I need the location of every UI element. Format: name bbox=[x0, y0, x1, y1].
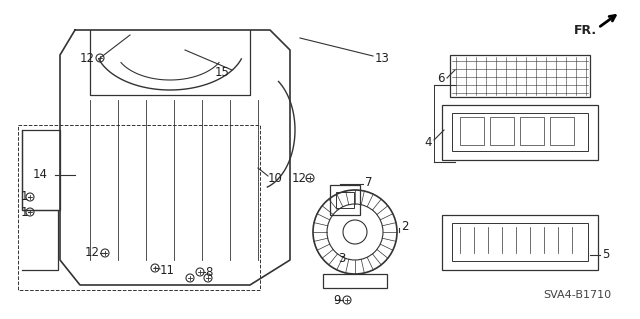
Text: 11: 11 bbox=[160, 263, 175, 277]
Bar bbox=[550, 117, 574, 145]
Bar bbox=[336, 192, 354, 208]
Bar bbox=[460, 117, 484, 145]
Text: 4: 4 bbox=[424, 136, 432, 149]
Bar bbox=[330, 185, 360, 215]
Text: 15: 15 bbox=[215, 65, 230, 78]
Text: 12: 12 bbox=[85, 247, 100, 259]
Text: 10: 10 bbox=[268, 172, 283, 184]
Text: 7: 7 bbox=[365, 175, 372, 189]
Text: 13: 13 bbox=[375, 51, 390, 64]
Bar bbox=[452, 113, 588, 151]
Text: 5: 5 bbox=[602, 249, 609, 262]
Bar bbox=[490, 117, 514, 145]
Text: SVA4-B1710: SVA4-B1710 bbox=[543, 290, 611, 300]
Bar bbox=[442, 105, 598, 160]
Text: 12: 12 bbox=[292, 172, 307, 184]
Text: FR.: FR. bbox=[574, 24, 597, 36]
Text: 9: 9 bbox=[333, 293, 340, 307]
Text: 3: 3 bbox=[338, 251, 346, 264]
Text: 2: 2 bbox=[401, 220, 408, 234]
Text: 1: 1 bbox=[20, 205, 28, 219]
Text: 8: 8 bbox=[205, 265, 212, 278]
Bar bbox=[452, 223, 588, 261]
Text: 6: 6 bbox=[438, 71, 445, 85]
Bar bbox=[520, 117, 544, 145]
Text: 14: 14 bbox=[33, 168, 47, 182]
Bar bbox=[22, 130, 60, 210]
Text: 12: 12 bbox=[80, 51, 95, 64]
Bar bbox=[450, 55, 590, 97]
Text: 1: 1 bbox=[20, 190, 28, 204]
Bar bbox=[323, 274, 387, 288]
Bar bbox=[442, 215, 598, 270]
